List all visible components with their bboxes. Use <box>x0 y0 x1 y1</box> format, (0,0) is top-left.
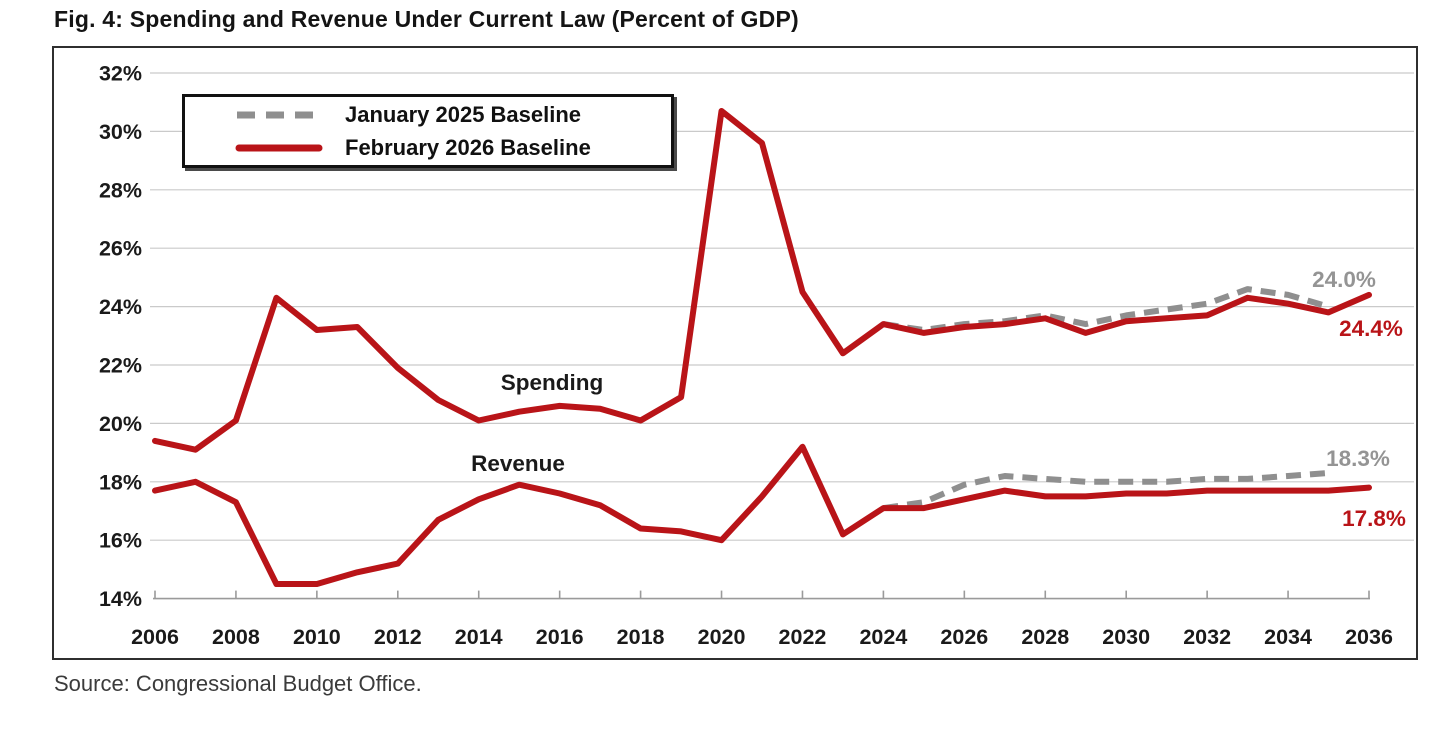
series-line-february-2026-baseline-revenue <box>152 443 1372 587</box>
y-tick-label: 14% <box>99 587 142 611</box>
x-tick-label: 2016 <box>536 625 584 649</box>
x-tick-label: 2034 <box>1264 625 1312 649</box>
y-tick-label: 22% <box>99 354 142 378</box>
end-label-spending-jan2025: 24.0% <box>1312 267 1376 292</box>
y-tick-label: 20% <box>99 412 142 436</box>
spending-series-annotation: Spending <box>500 370 604 395</box>
x-tick-label: 2010 <box>293 625 341 649</box>
end-label-spending-feb2026: 24.4% <box>1339 316 1403 341</box>
end-label-revenue-feb2026: 17.8% <box>1342 506 1406 531</box>
y-tick-label: 26% <box>99 237 142 261</box>
y-tick-label: 16% <box>99 529 142 553</box>
x-tick-label: 2018 <box>617 625 665 649</box>
x-tick-label: 2026 <box>940 625 988 649</box>
series-line-january-2025-baseline-revenue <box>882 470 1329 512</box>
y-tick-label: 28% <box>99 178 142 202</box>
x-tick-label: 2032 <box>1183 625 1231 649</box>
x-tick-label: 2030 <box>1102 625 1150 649</box>
series-line-february-2026-baseline-spending <box>152 108 1372 453</box>
legend-label: February 2026 Baseline <box>345 134 591 160</box>
x-tick-label: 2014 <box>455 625 503 649</box>
y-tick-label: 30% <box>99 120 142 144</box>
x-tick-label: 2006 <box>131 625 179 649</box>
dashed-line-icon <box>237 111 321 118</box>
revenue-series-annotation: Revenue <box>471 451 565 476</box>
chart-canvas: 32% 30% 28% 26% 24% 22% 20% 18% 16% 14% 2006 2008 20… <box>99 62 1414 649</box>
chart-area: 32% 30% 28% 26% 24% 22% 20% 18% 16% 14% 2006 2008 20… <box>52 46 1418 660</box>
x-tick-label: 2020 <box>698 625 746 649</box>
y-tick-label: 24% <box>99 295 142 319</box>
series-line-january-2025-baseline-spending <box>882 286 1330 333</box>
legend: January 2025 Baseline February 2026 Base… <box>182 94 674 168</box>
figure-title: Fig. 4: Spending and Revenue Under Curre… <box>54 6 799 32</box>
x-tick-label: 2012 <box>374 625 422 649</box>
x-tick-label: 2036 <box>1345 625 1393 649</box>
y-tick-label: 32% <box>99 62 142 86</box>
source-note: Source: Congressional Budget Office. <box>54 671 422 696</box>
y-tick-label: 18% <box>99 470 142 494</box>
x-tick-label: 2022 <box>779 625 827 649</box>
x-tick-label: 2008 <box>212 625 260 649</box>
solid-line-icon <box>235 144 323 151</box>
x-tick-label: 2024 <box>859 625 907 649</box>
end-label-revenue-jan2025: 18.3% <box>1326 446 1390 471</box>
legend-item-february-2026-baseline: February 2026 Baseline <box>185 131 671 164</box>
x-tick-label: 2028 <box>1021 625 1069 649</box>
legend-item-january-2025-baseline: January 2025 Baseline <box>185 98 671 131</box>
legend-label: January 2025 Baseline <box>345 101 582 127</box>
